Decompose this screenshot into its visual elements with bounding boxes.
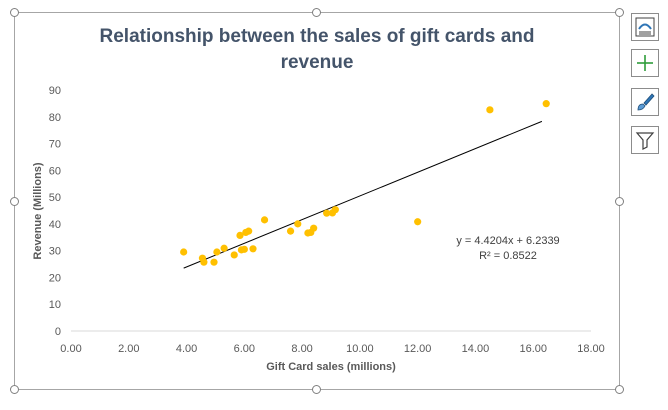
data-point[interactable]	[200, 258, 208, 266]
chart-elements-icon	[635, 17, 655, 37]
data-point[interactable]	[245, 227, 253, 235]
data-point[interactable]	[260, 216, 269, 224]
y-tick-label: 30	[49, 246, 61, 258]
add-element-button[interactable]	[631, 49, 659, 77]
x-axis[interactable]: 0.00 2.00 4.00 6.00 8.00 10.00 12.00 14.00 16.00…	[60, 330, 605, 355]
data-point[interactable]	[180, 248, 188, 256]
data-point[interactable]	[286, 227, 295, 235]
y-tick-label: 10	[49, 299, 61, 311]
y-tick-label: 40	[49, 219, 61, 231]
data-point[interactable]	[294, 220, 302, 228]
x-tick-label: 4.00	[176, 343, 197, 355]
data-point[interactable]	[310, 224, 318, 232]
trendline-group[interactable]	[183, 120, 543, 269]
resize-handle-top-left[interactable]	[10, 8, 19, 17]
trendline[interactable]	[183, 120, 543, 269]
plus-icon	[637, 55, 653, 71]
resize-handle-top-center[interactable]	[312, 8, 321, 17]
x-tick-label: 12.00	[404, 343, 432, 355]
funnel-icon	[635, 132, 655, 150]
chart-title-line-2[interactable]: revenue	[281, 52, 354, 73]
resize-handle-middle-right[interactable]	[615, 197, 624, 206]
x-tick-label: 14.00	[462, 343, 490, 355]
y-tick-label: 50	[49, 192, 61, 204]
resize-handle-bottom-center[interactable]	[312, 385, 321, 394]
data-points[interactable]	[180, 100, 550, 266]
x-tick-label: 18.00	[577, 343, 605, 355]
x-tick-label: 16.00	[519, 343, 547, 355]
chart-styles-button[interactable]	[631, 88, 659, 116]
y-tick-label: 20	[49, 272, 61, 284]
data-point[interactable]	[230, 251, 238, 259]
paintbrush-icon	[637, 93, 655, 111]
chart-title-line-1[interactable]: Relationship between the sales of gift c…	[100, 26, 535, 47]
data-point[interactable]	[331, 206, 339, 214]
data-point[interactable]	[220, 244, 228, 252]
y-tick-label: 60	[49, 165, 61, 177]
x-tick-label: 6.00	[234, 343, 255, 355]
y-tick-label: 0	[55, 326, 61, 338]
resize-handle-top-right[interactable]	[615, 8, 624, 17]
resize-handle-middle-left[interactable]	[10, 197, 19, 206]
data-point[interactable]	[236, 231, 244, 240]
chart-filters-button[interactable]	[631, 126, 659, 154]
x-tick-label: 10.00	[346, 343, 374, 355]
data-point[interactable]	[323, 209, 331, 217]
y-tick-label: 90	[49, 85, 61, 97]
chart-elements-button[interactable]	[631, 13, 659, 41]
y-tick-label: 70	[49, 139, 61, 151]
x-axis-title[interactable]: Gift Card sales (millions)	[266, 361, 396, 373]
trendline-equation[interactable]: y = 4.4204x + 6.2339	[456, 235, 559, 247]
x-tick-label: 0.00	[60, 343, 81, 355]
data-point[interactable]	[240, 245, 248, 253]
data-point[interactable]	[486, 106, 494, 114]
x-tick-label: 8.00	[291, 343, 312, 355]
data-point[interactable]	[414, 218, 422, 226]
resize-handle-bottom-left[interactable]	[10, 385, 19, 394]
resize-handle-bottom-right[interactable]	[615, 385, 624, 394]
data-point[interactable]	[542, 100, 550, 108]
data-point[interactable]	[210, 258, 218, 266]
y-tick-label: 80	[49, 112, 61, 124]
data-point[interactable]	[249, 245, 257, 253]
y-axis-title[interactable]: Revenue (Millions)	[32, 162, 44, 260]
data-point[interactable]	[213, 248, 221, 256]
y-axis[interactable]: 0 10 20 30 40 50 60 70 80 90	[49, 85, 61, 338]
r-squared-label[interactable]: R² = 0.8522	[479, 250, 537, 262]
x-tick-label: 2.00	[118, 343, 139, 355]
